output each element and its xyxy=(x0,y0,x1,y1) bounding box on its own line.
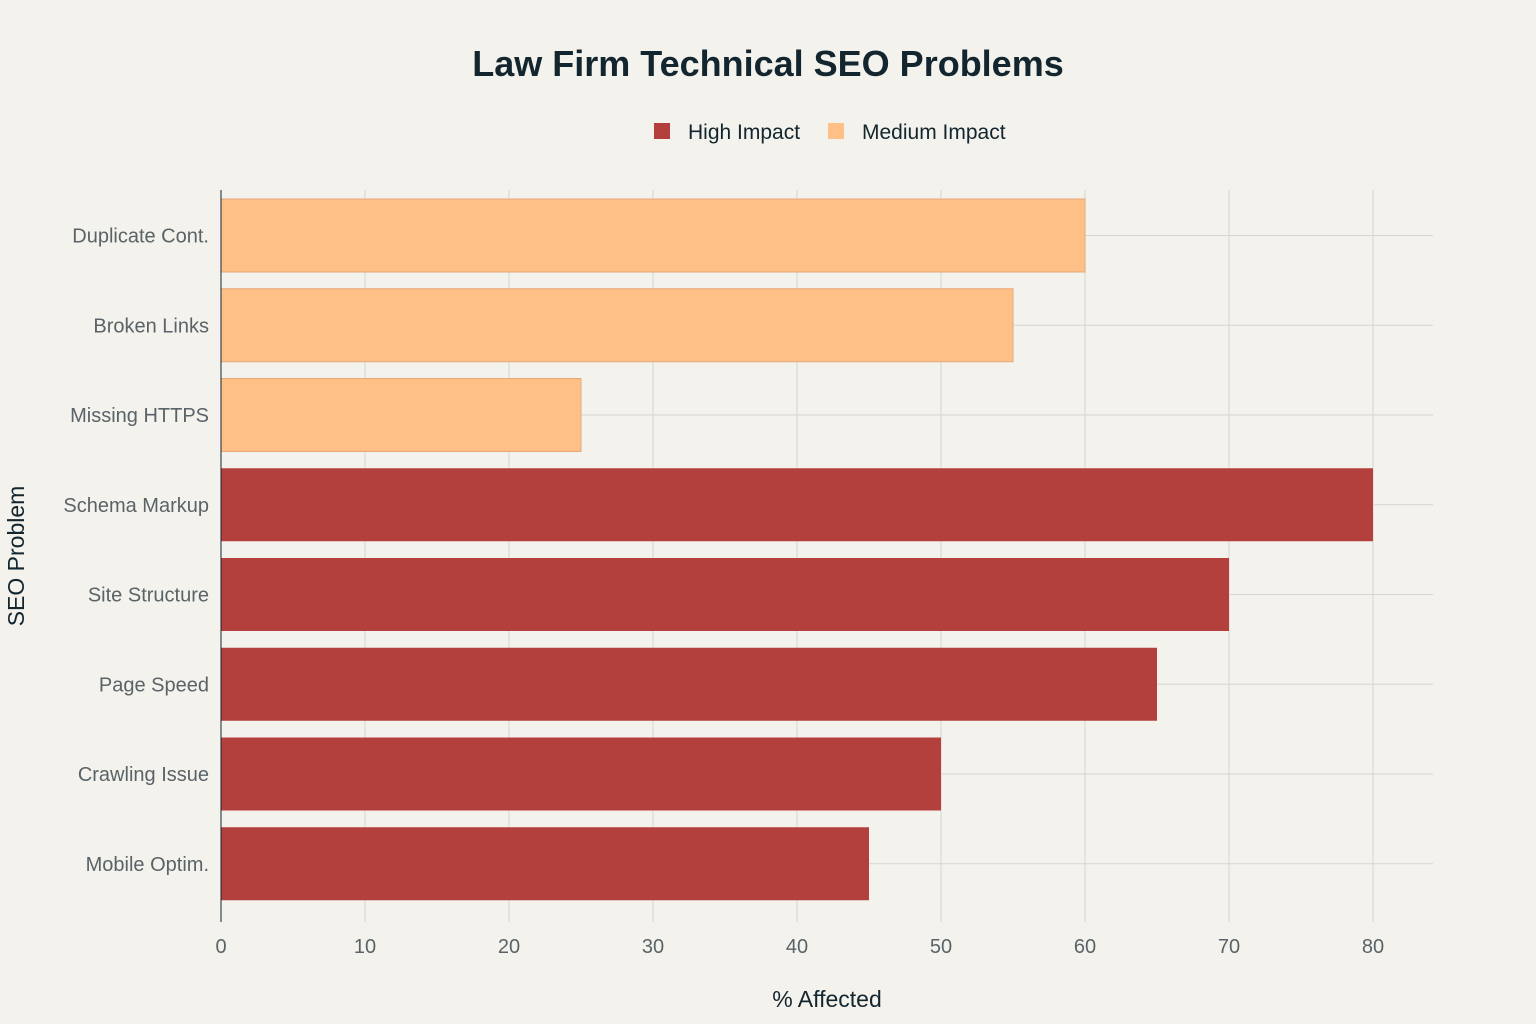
x-tick-label: 30 xyxy=(642,936,664,958)
legend-swatch-high-impact xyxy=(654,123,670,139)
x-tick-label: 40 xyxy=(786,936,808,958)
legend-label-high-impact: High Impact xyxy=(688,121,800,144)
y-category-label: Crawling Issue xyxy=(78,764,209,786)
y-category-label: Site Structure xyxy=(88,585,209,607)
x-tick-label: 0 xyxy=(215,936,226,958)
y-category-label: Schema Markup xyxy=(63,495,209,517)
x-tick-label: 50 xyxy=(930,936,952,958)
legend-swatch-medium-impact xyxy=(828,123,844,139)
y-labels: Duplicate Cont. Broken Links Missing HTTPS… xyxy=(63,226,209,876)
x-tick-label: 80 xyxy=(1362,936,1384,958)
y-axis-title: SEO Problem xyxy=(3,486,29,627)
bar-mobile-optim xyxy=(221,827,869,901)
legend-label-medium-impact: Medium Impact xyxy=(862,121,1006,144)
x-tick-label: 60 xyxy=(1074,936,1096,958)
bar-page-speed xyxy=(221,647,1157,721)
bar-missing-https xyxy=(220,378,582,452)
y-category-label: Mobile Optim. xyxy=(86,854,209,876)
legend: High Impact Medium Impact xyxy=(654,121,1006,144)
y-category-label: Broken Links xyxy=(93,315,209,337)
x-tick-label: 70 xyxy=(1218,936,1240,958)
bar-crawling-issue xyxy=(221,737,941,811)
bar-schema-markup xyxy=(221,468,1373,542)
chart-title: Law Firm Technical SEO Problems xyxy=(472,43,1064,84)
x-axis-title: % Affected xyxy=(772,986,882,1012)
y-category-label: Duplicate Cont. xyxy=(72,226,209,248)
x-tick-label: 20 xyxy=(498,936,520,958)
y-category-label: Missing HTTPS xyxy=(70,405,209,427)
x-tick-label: 10 xyxy=(354,936,376,958)
bars xyxy=(220,198,1373,901)
x-ticks: 0 10 20 30 40 50 60 70 80 xyxy=(215,936,1384,958)
y-category-label: Page Speed xyxy=(99,674,209,696)
bar-site-structure xyxy=(221,558,1229,631)
bar-broken-links xyxy=(220,288,1014,363)
bar-duplicate-cont xyxy=(220,198,1086,273)
